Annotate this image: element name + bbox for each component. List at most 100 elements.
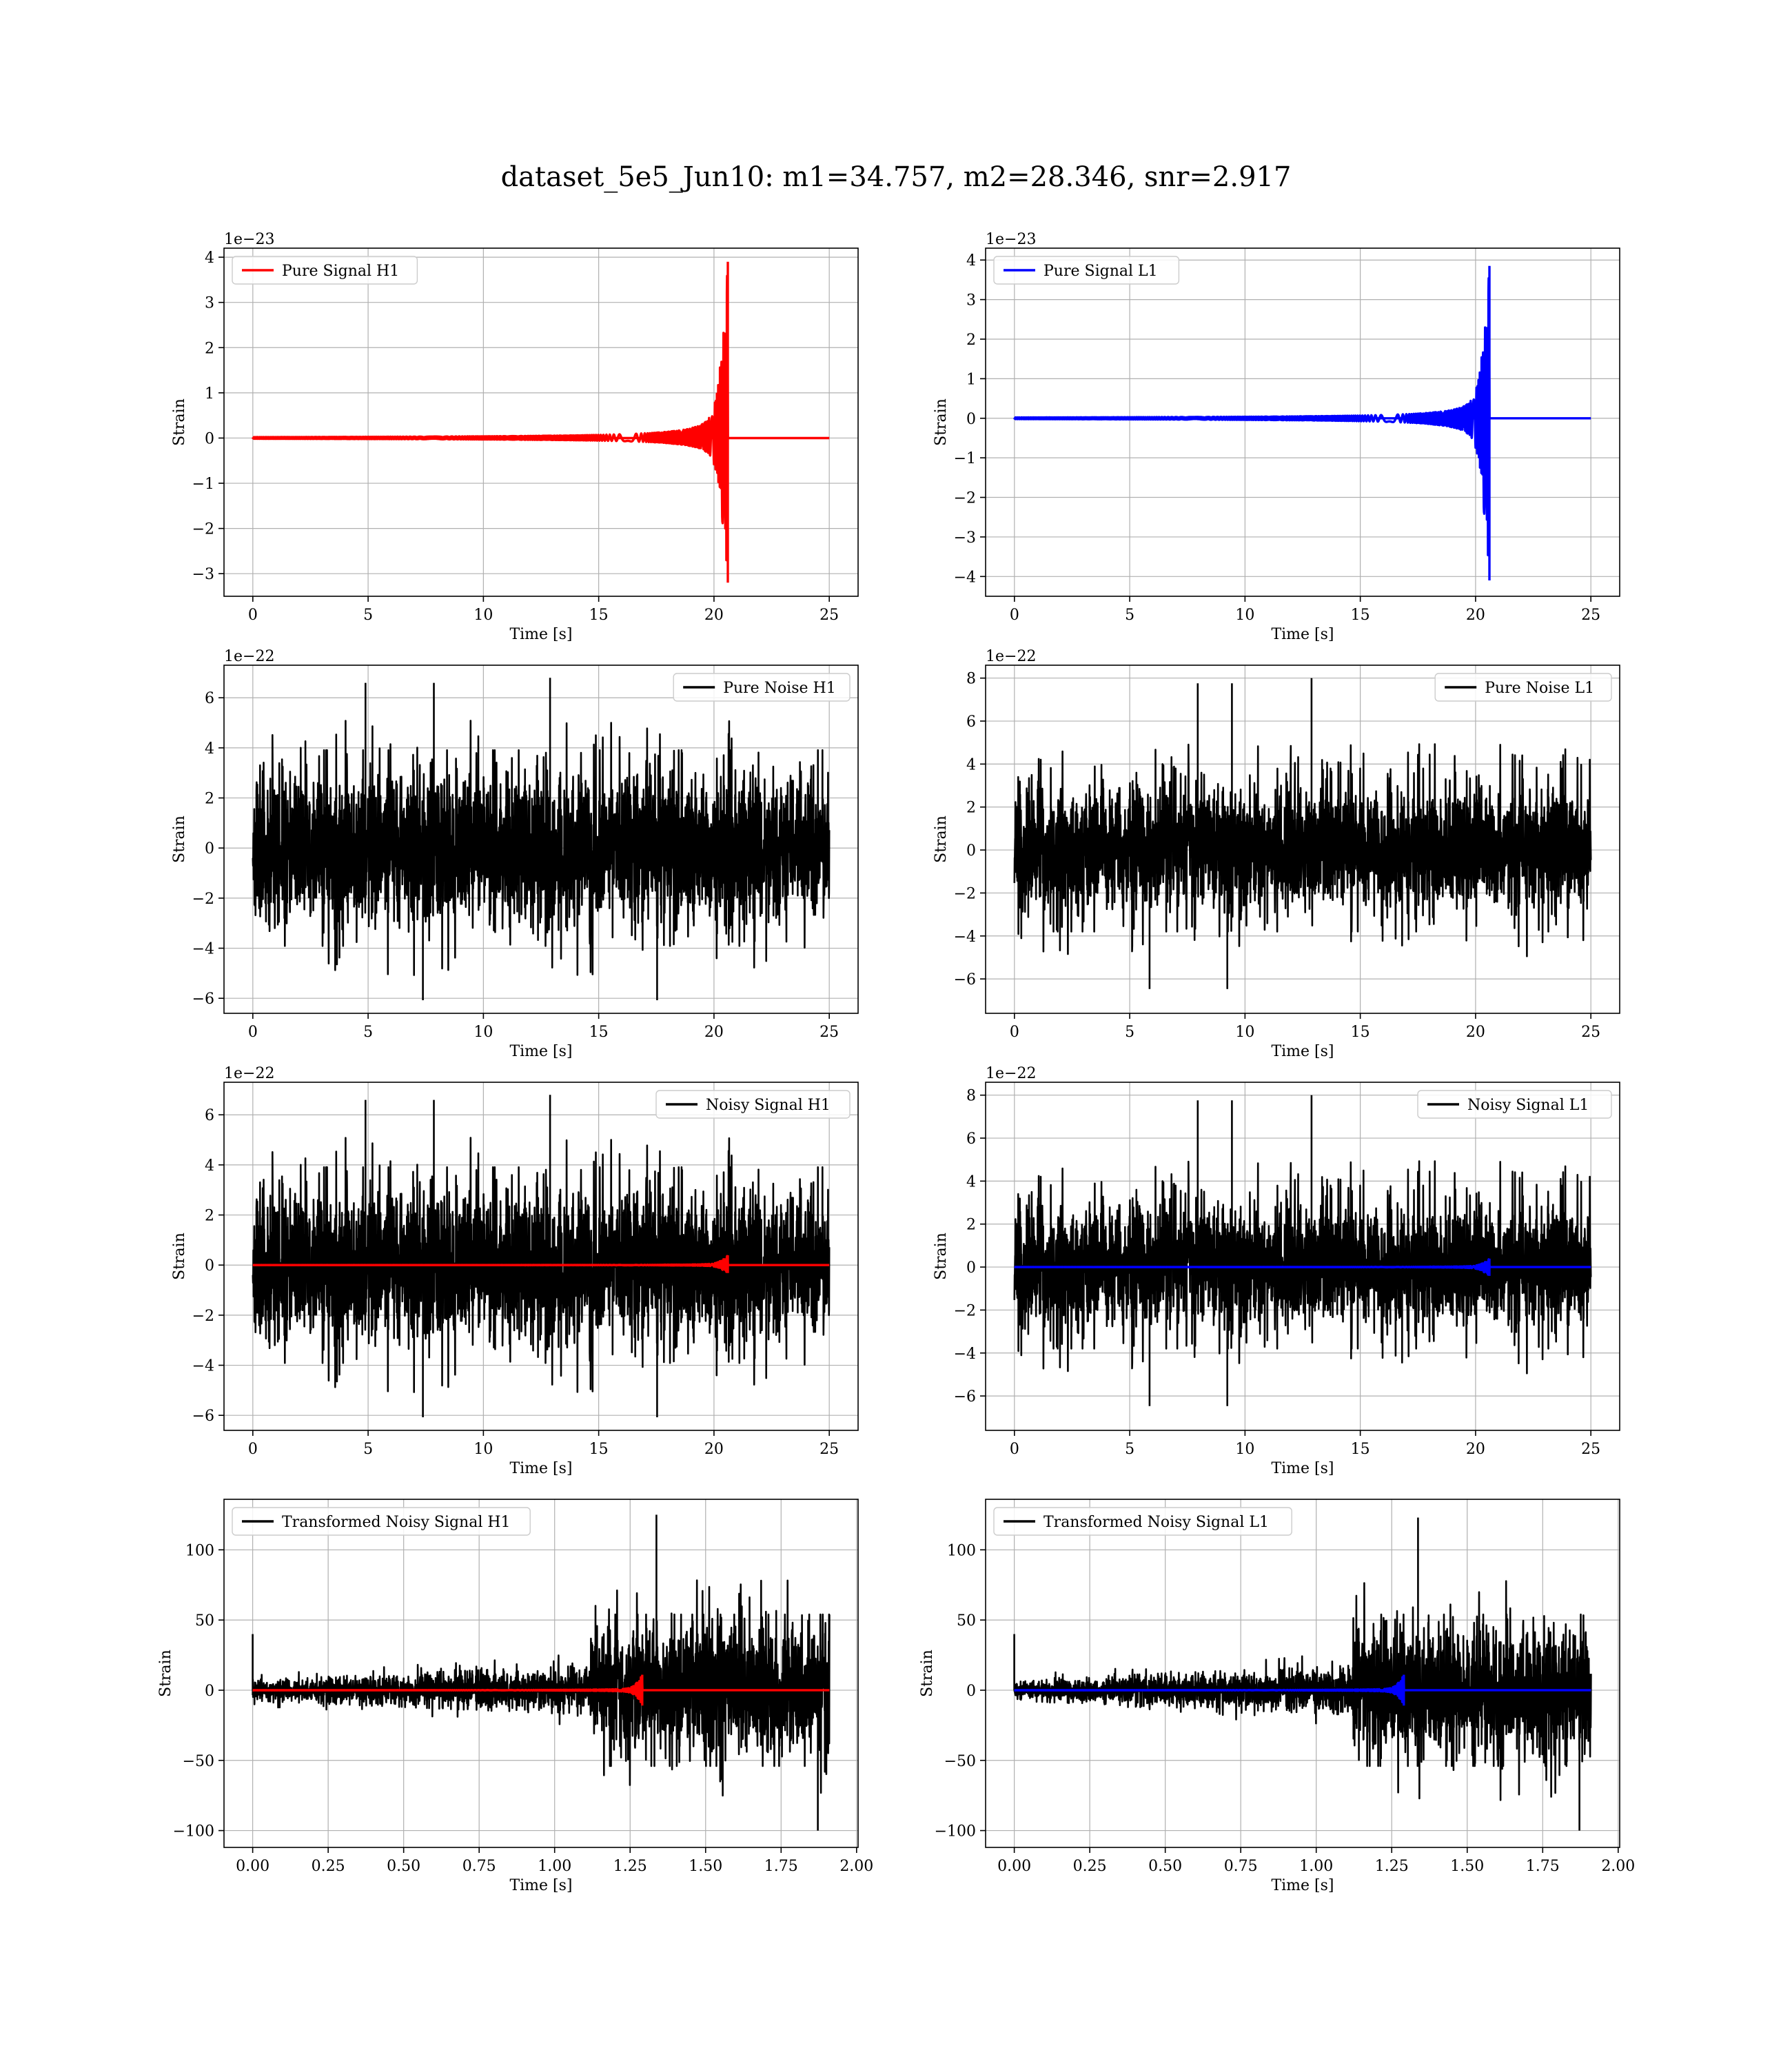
y-offset-label: 1e−23 xyxy=(224,231,274,248)
subplot-pure-noise-l1: 0 5 10 15 20 25 −6 −4 −2 0 2 4 6 8 Time [s] Strain 1e−22… xyxy=(933,648,1620,1060)
x-axis-label: Time [s] xyxy=(1271,626,1334,643)
x-tick-label: 1.75 xyxy=(1526,1858,1560,1875)
x-axis-label: Time [s] xyxy=(1271,1043,1334,1060)
x-tick-label: 15 xyxy=(589,1441,609,1458)
x-tick-label: 1.25 xyxy=(1375,1858,1409,1875)
legend: Transformed Noisy Signal H1 xyxy=(232,1507,531,1536)
y-tick-label: −2 xyxy=(954,1302,976,1319)
legend: Pure Signal L1 xyxy=(993,256,1180,285)
y-tick-label: −50 xyxy=(183,1753,214,1770)
x-tick-label: 10 xyxy=(474,1441,493,1458)
x-tick-label: 0.00 xyxy=(236,1858,269,1875)
x-tick-label: 1.00 xyxy=(1299,1858,1333,1875)
y-tick-label: −2 xyxy=(192,891,214,908)
y-tick-label: 4 xyxy=(205,740,214,758)
legend-label: Pure Signal H1 xyxy=(282,263,399,280)
x-tick-label: 20 xyxy=(1466,607,1485,624)
y-tick-label: 0 xyxy=(966,842,976,860)
subplot-transformed-noisy-signal-l1: 0.00 0.25 0.50 0.75 1.00 1.25 1.50 1.75 2.00 −100… xyxy=(919,1499,1635,1894)
legend: Noisy Signal L1 xyxy=(1417,1090,1612,1119)
series-group xyxy=(1013,678,1592,989)
subplot-pure-signal-h1: 0 5 10 15 20 25 −3 −2 −1 0 1 2 3 4 Time [s] Strain 1e−23… xyxy=(171,231,859,643)
x-tick-label: 10 xyxy=(1235,1024,1254,1041)
x-axis-label: Time [s] xyxy=(1271,1877,1334,1894)
y-tick-label: −2 xyxy=(192,1308,214,1325)
y-axis-label: Strain xyxy=(933,1233,950,1280)
plot-area xyxy=(224,248,858,596)
legend-box xyxy=(1417,1090,1612,1119)
y-tick-label: −2 xyxy=(192,521,214,538)
y-tick-label: 1 xyxy=(205,385,214,403)
subplot-noisy-signal-h1: 0 5 10 15 20 25 −6 −4 −2 0 2 4 6 Time [s] Strain 1e−22 N… xyxy=(171,1065,859,1477)
y-tick-label: −4 xyxy=(954,1346,976,1363)
x-tick-label: 25 xyxy=(1581,1441,1600,1458)
axes-frame xyxy=(985,1499,1620,1848)
y-axis-label: Strain xyxy=(171,1233,188,1280)
legend-box xyxy=(655,1090,851,1119)
x-tick-label: 5 xyxy=(1125,607,1134,624)
legend: Pure Noise H1 xyxy=(673,673,851,702)
figure-title: dataset_5e5_Jun10: m1=34.757, m2=28.346,… xyxy=(501,161,1292,193)
y-tick-label: 0 xyxy=(966,1683,976,1700)
x-tick-label: 0.25 xyxy=(312,1858,345,1875)
series-group xyxy=(1013,1095,1592,1406)
series-line-overlay-1 xyxy=(1013,1258,1592,1276)
axes-frame xyxy=(223,1082,859,1431)
y-offset-label: 1e−22 xyxy=(986,1065,1036,1082)
legend-label: Transformed Noisy Signal H1 xyxy=(282,1514,511,1531)
y-tick-label: 8 xyxy=(966,671,976,688)
y-tick-label: 2 xyxy=(966,800,976,817)
legend-label: Pure Noise L1 xyxy=(1485,680,1594,697)
x-tick-label: 20 xyxy=(1466,1441,1485,1458)
axes-frame xyxy=(985,665,1620,1014)
x-tick-label: 1.25 xyxy=(613,1858,647,1875)
y-tick-label: −1 xyxy=(192,476,214,493)
x-tick-label: 10 xyxy=(474,1024,493,1041)
y-tick-label: −1 xyxy=(954,450,976,467)
y-tick-label: 3 xyxy=(966,292,976,310)
series-group xyxy=(252,1514,831,1831)
legend-box xyxy=(232,256,418,285)
y-tick-label: 0 xyxy=(205,840,214,858)
series-group xyxy=(252,261,831,583)
series-line-pure-noise-h1 xyxy=(252,678,831,1000)
axes-frame xyxy=(985,247,1620,597)
x-tick-label: 5 xyxy=(363,1024,373,1041)
series-line-overlay-1 xyxy=(252,1674,831,1706)
legend-label: Noisy Signal L1 xyxy=(1467,1097,1589,1114)
legend: Pure Signal H1 xyxy=(232,256,418,285)
subplot-pure-signal-l1: 0 5 10 15 20 25 −4 −3 −2 −1 0 1 2 3 4 Time [s] Strain 1e−… xyxy=(933,231,1620,643)
y-tick-label: −4 xyxy=(954,569,976,586)
y-axis-label: Strain xyxy=(933,815,950,863)
x-tick-label: 10 xyxy=(1235,607,1254,624)
y-tick-label: 100 xyxy=(947,1542,976,1559)
legend-box xyxy=(993,1507,1292,1536)
x-axis-label: Time [s] xyxy=(509,1877,572,1894)
y-tick-label: 4 xyxy=(205,1157,214,1175)
y-tick-label: 4 xyxy=(205,250,214,267)
x-tick-label: 0 xyxy=(1010,607,1019,624)
y-tick-label: 1 xyxy=(966,371,976,388)
x-tick-label: 25 xyxy=(819,1024,839,1041)
x-tick-label: 2.00 xyxy=(839,1858,873,1875)
legend-label: Noisy Signal H1 xyxy=(706,1097,831,1114)
y-tick-label: −6 xyxy=(192,991,214,1008)
axes-frame xyxy=(985,1082,1620,1431)
x-tick-label: 0.50 xyxy=(1148,1858,1182,1875)
y-tick-label: −100 xyxy=(935,1823,976,1841)
x-tick-label: 25 xyxy=(819,1441,839,1458)
y-offset-label: 1e−22 xyxy=(224,648,274,665)
y-offset-label: 1e−22 xyxy=(986,648,1036,665)
x-tick-label: 5 xyxy=(363,1441,373,1458)
y-tick-label: −6 xyxy=(192,1408,214,1425)
series-line-overlay-1 xyxy=(252,1255,831,1273)
y-tick-label: 0 xyxy=(966,411,976,428)
y-offset-label: 1e−22 xyxy=(224,1065,274,1082)
y-tick-label: 3 xyxy=(205,295,214,312)
y-tick-label: 4 xyxy=(966,1173,976,1190)
y-tick-label: 8 xyxy=(966,1088,976,1105)
y-axis-label: Strain xyxy=(933,398,950,446)
x-axis-label: Time [s] xyxy=(509,1043,572,1060)
x-tick-label: 5 xyxy=(363,607,373,624)
